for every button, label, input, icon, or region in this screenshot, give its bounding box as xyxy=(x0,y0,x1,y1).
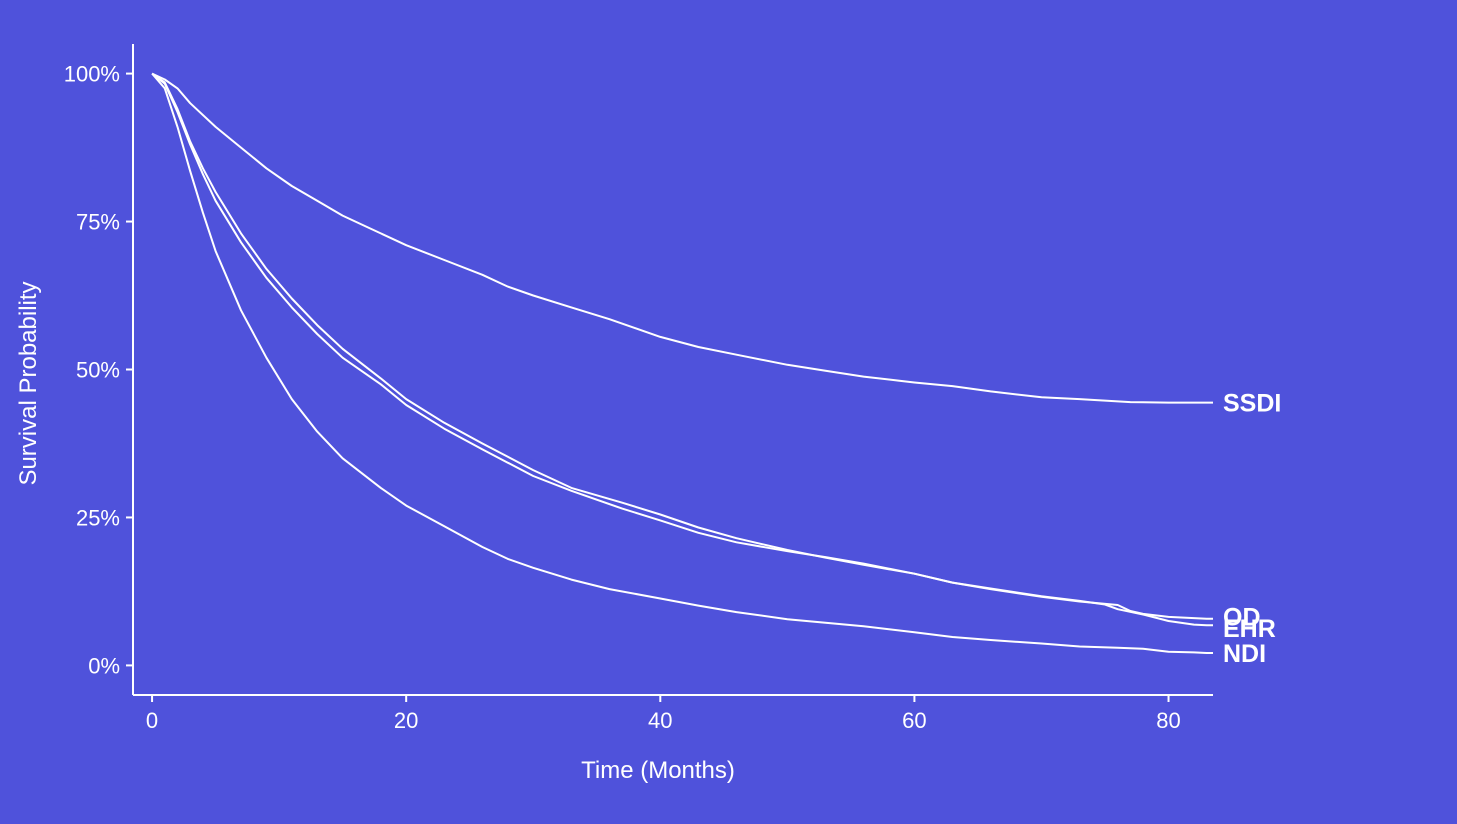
y-tick-label: 100% xyxy=(64,62,120,87)
y-tick-label: 0% xyxy=(88,653,120,678)
series-label-ehr: EHR xyxy=(1223,615,1276,643)
curve-ehr xyxy=(151,72,1213,627)
y-tick-label: 50% xyxy=(76,358,120,383)
x-tick-label: 40 xyxy=(648,708,672,733)
curve-ssdi xyxy=(151,72,1213,404)
curve-od xyxy=(151,72,1213,620)
x-tick-label: 80 xyxy=(1156,708,1180,733)
x-axis-ticks: 0 20 40 60 80 xyxy=(146,695,1181,733)
y-tick-label: 75% xyxy=(76,210,120,235)
series-label-od: OD xyxy=(1223,604,1261,632)
x-tick-label: 20 xyxy=(394,708,418,733)
survival-curves xyxy=(151,72,1213,654)
y-axis-title: Survival Probability xyxy=(15,281,42,485)
series-label-ssdi: SSDI xyxy=(1223,390,1281,418)
x-tick-label: 0 xyxy=(146,708,158,733)
y-axis-ticks: 0% 25% 50% 75% 100% xyxy=(64,62,133,678)
curve-ndi xyxy=(151,72,1213,654)
x-tick-label: 60 xyxy=(902,708,926,733)
series-label-ndi: NDI xyxy=(1223,640,1266,668)
x-axis-title: Time (Months) xyxy=(581,757,735,784)
y-tick-label: 25% xyxy=(76,505,120,530)
